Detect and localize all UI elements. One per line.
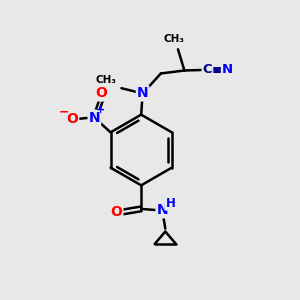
Text: CH₃: CH₃ xyxy=(95,75,116,85)
Text: N: N xyxy=(88,111,100,124)
Text: −: − xyxy=(59,106,69,118)
Text: H: H xyxy=(165,197,175,210)
Text: C: C xyxy=(202,63,212,76)
Text: N: N xyxy=(137,86,148,100)
Text: O: O xyxy=(66,112,78,126)
Text: N: N xyxy=(222,63,233,76)
Text: O: O xyxy=(110,205,122,219)
Text: O: O xyxy=(95,86,107,100)
Text: +: + xyxy=(96,105,106,115)
Text: CH₃: CH₃ xyxy=(163,34,184,44)
Text: N: N xyxy=(157,203,168,218)
